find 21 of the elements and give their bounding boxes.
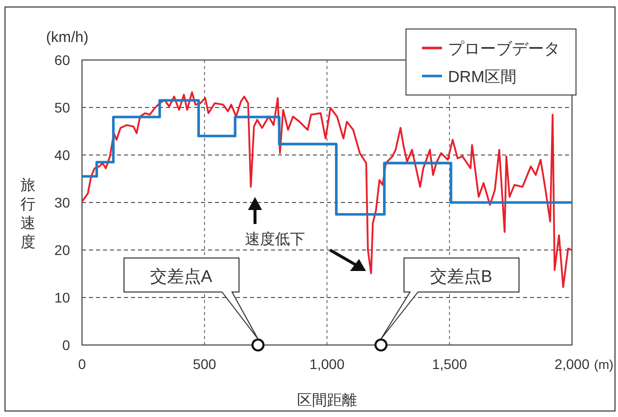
x-tick-label: 500 xyxy=(192,356,216,372)
legend-label: DRM区間 xyxy=(448,69,516,86)
x-tick-label: 0 xyxy=(78,356,86,372)
y-tick-label: 60 xyxy=(54,52,70,68)
y-tick-label: 10 xyxy=(54,290,70,306)
annotation: 交差点B xyxy=(430,267,492,286)
text: (km/h) xyxy=(46,29,88,46)
text: (m) xyxy=(594,357,614,372)
x-axis-title: 区間距離 xyxy=(297,392,357,409)
x-tick-label: 1,000 xyxy=(309,356,345,372)
y-tick-label: 20 xyxy=(54,242,70,258)
y-tick-label: 40 xyxy=(54,147,70,163)
annotation: 速度低下 xyxy=(245,231,305,248)
x-tick-label: 2,000 xyxy=(554,356,590,372)
y-axis-title: 旅行速度 xyxy=(20,177,36,251)
legend-label: プローブデータ xyxy=(448,40,560,58)
y-tick-label: 0 xyxy=(62,337,70,353)
x-tick-label: 1,500 xyxy=(432,356,468,372)
y-tick-label: 50 xyxy=(54,100,70,116)
y-tick-label: 30 xyxy=(54,194,70,210)
annotation: 交差点A xyxy=(150,267,213,286)
